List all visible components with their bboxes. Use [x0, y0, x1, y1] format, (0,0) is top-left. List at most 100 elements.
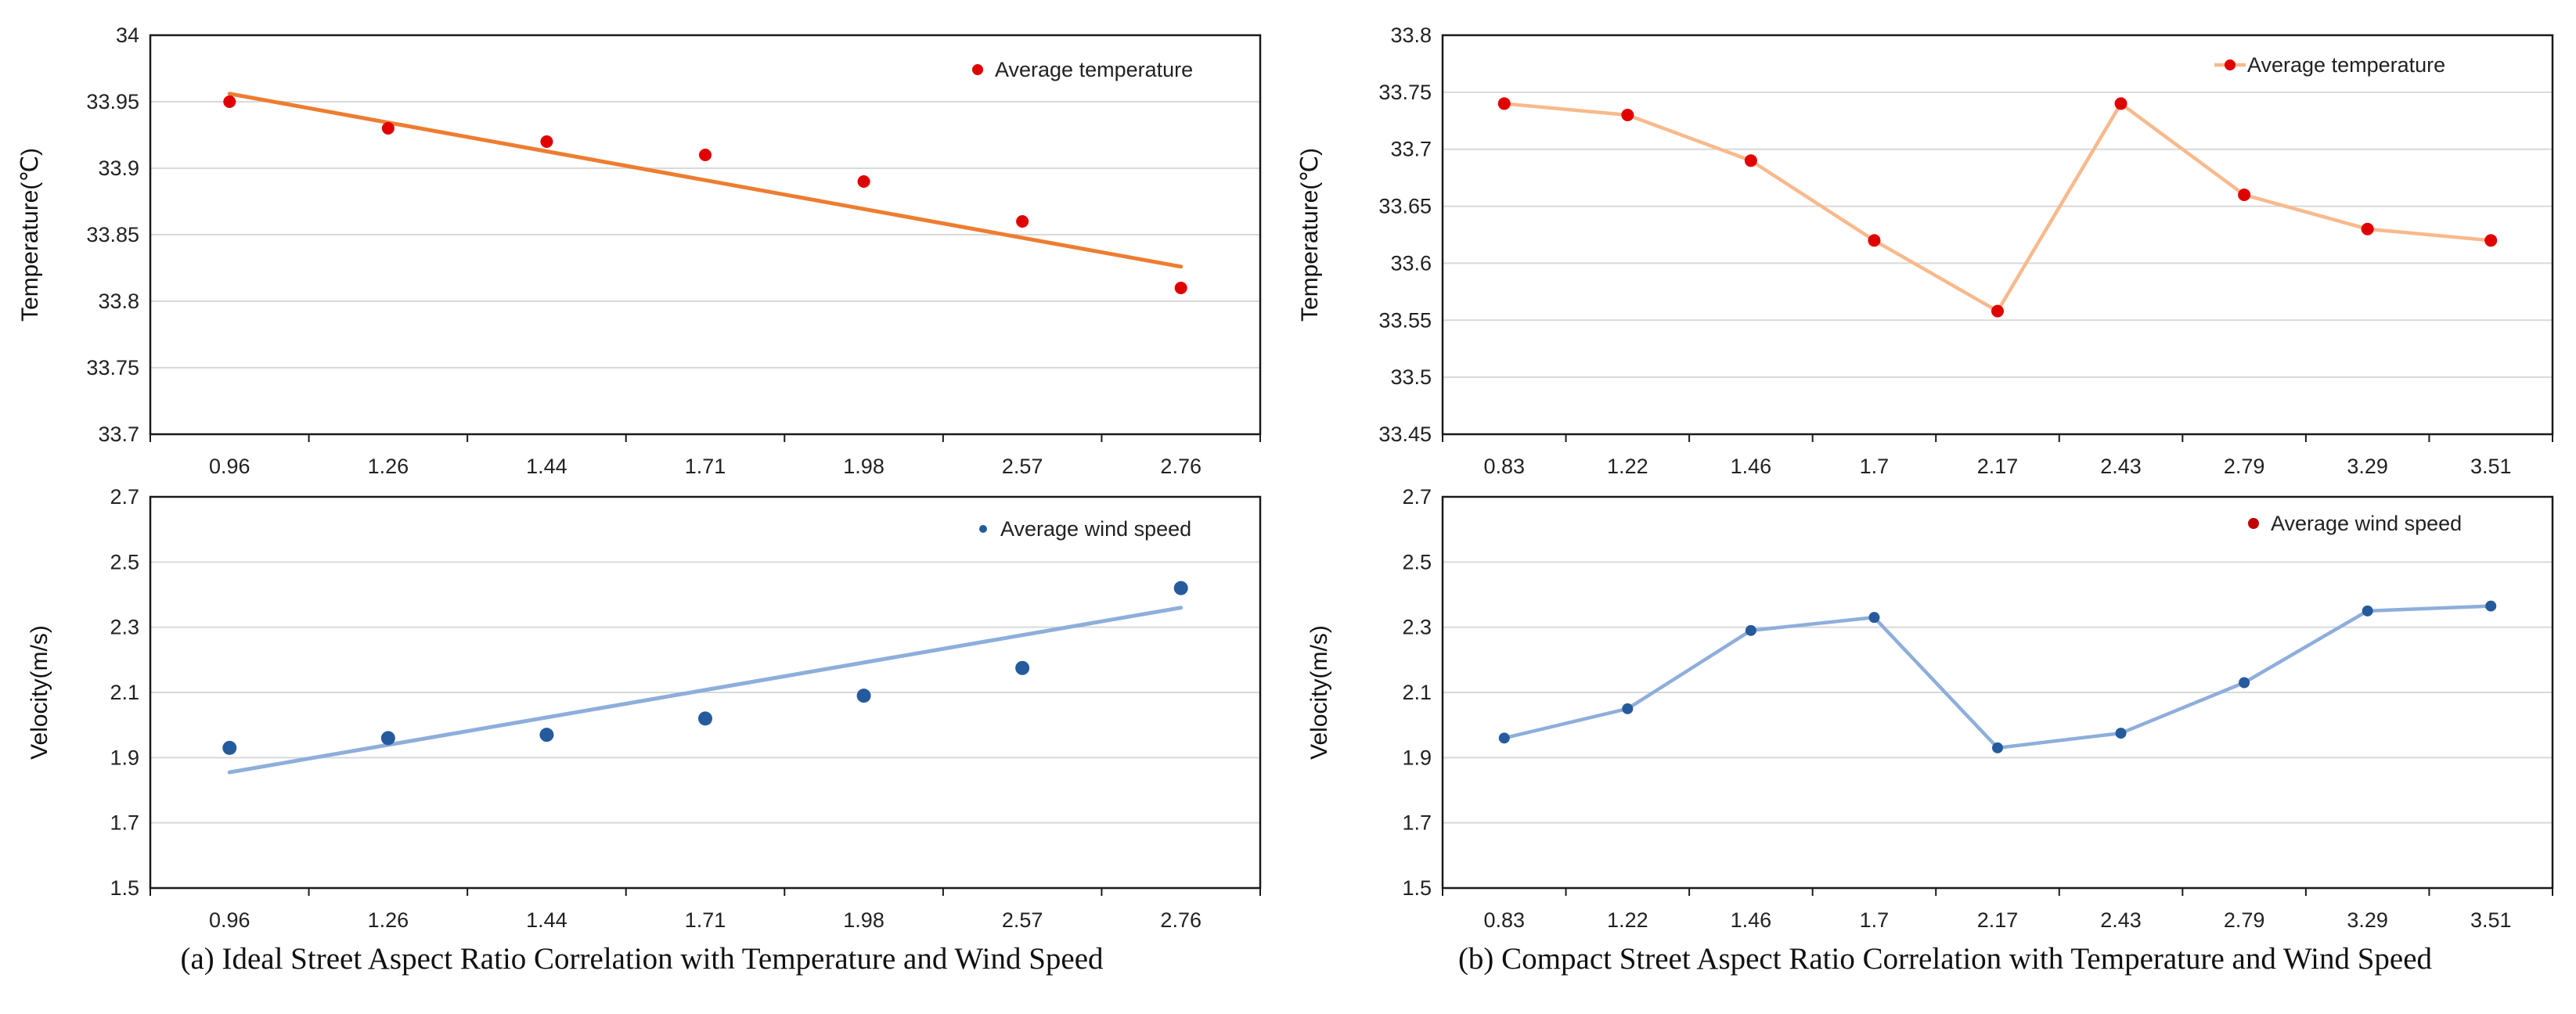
y-tick-label: 33.45 — [1378, 422, 1432, 446]
y-tick-label: 1.9 — [1402, 746, 1432, 769]
x-tick-label: 1.26 — [368, 455, 409, 478]
data-point — [1498, 732, 1510, 744]
x-tick-label: 3.29 — [2347, 455, 2388, 478]
y-tick-label: 1.7 — [110, 811, 139, 835]
caption-ideal: (a) Ideal Street Aspect Ratio Correlatio… — [180, 942, 1104, 976]
x-tick-label: 1.26 — [368, 908, 409, 932]
x-tick-label: 1.71 — [685, 908, 726, 932]
y-axis-title: Temperature(℃) — [17, 148, 43, 322]
data-point — [2115, 728, 2127, 739]
data-point — [699, 149, 712, 161]
x-tick-label: 3.51 — [2470, 908, 2512, 932]
data-point — [222, 740, 237, 755]
data-point — [2114, 97, 2127, 110]
y-tick-label: 1.7 — [1402, 811, 1432, 835]
y-tick-label: 33.8 — [98, 289, 139, 313]
data-point — [1991, 304, 2004, 318]
y-tick-label: 33.9 — [98, 156, 139, 180]
caption-compact: (b) Compact Street Aspect Ratio Correlat… — [1458, 942, 2433, 976]
data-point — [540, 135, 553, 148]
y-tick-label: 33.7 — [1390, 138, 1432, 161]
x-tick-label: 2.76 — [1160, 455, 1202, 478]
data-point — [539, 728, 554, 743]
y-tick-label: 34 — [116, 23, 139, 47]
data-point — [2238, 189, 2251, 201]
trendline — [227, 606, 1184, 775]
y-tick-label: 2.7 — [1402, 485, 1432, 509]
legend-label: Average wind speed — [1000, 517, 1191, 541]
y-tick-label: 33.5 — [1390, 365, 1432, 389]
chart-compact-wind-speed: 1.5 1.7 1.9 2.1 2.3 2.5 2.7 0.83 1.22 1.46 1.7 2.17… — [1306, 485, 2554, 932]
y-tick-label: 2.5 — [1402, 550, 1432, 574]
trendline — [227, 92, 1184, 269]
x-tick-label: 0.83 — [1483, 908, 1525, 932]
x-tick-label: 2.79 — [2224, 908, 2265, 932]
data-point — [856, 689, 871, 703]
y-tick-label: 1.5 — [110, 876, 139, 900]
chart-ideal-wind-speed: 1.5 1.7 1.9 2.1 2.3 2.5 2.7 0.96 1.26 1.44 1.71 1.9… — [27, 485, 1262, 932]
y-tick-label: 33.65 — [1378, 195, 1432, 218]
y-tick-label: 33.55 — [1378, 308, 1432, 332]
x-tick-label: 2.17 — [1977, 455, 2019, 478]
x-tick-label: 1.98 — [843, 908, 884, 932]
x-tick-label: 1.44 — [526, 455, 567, 478]
y-tick-label: 33.85 — [86, 223, 139, 246]
data-point — [1992, 742, 2003, 753]
y-tick-label: 33.75 — [86, 356, 139, 379]
legend-label: Average temperature — [2247, 53, 2445, 77]
x-tick-label: 0.96 — [209, 908, 250, 932]
x-tick-label: 2.43 — [2100, 455, 2142, 478]
x-tick-label: 1.44 — [526, 908, 567, 932]
y-tick-label: 1.5 — [1402, 876, 1432, 900]
y-tick-label: 1.9 — [110, 746, 139, 769]
plot-area-frame — [149, 34, 1262, 436]
data-point — [380, 731, 395, 746]
x-tick-label: 3.29 — [2347, 908, 2388, 932]
x-tick-label: 1.71 — [685, 455, 726, 478]
x-tick-label: 3.51 — [2470, 455, 2512, 478]
data-point — [1173, 581, 1188, 595]
legend-marker-icon — [972, 64, 983, 75]
x-tick-label: 1.46 — [1731, 908, 1772, 932]
x-tick-label: 1.46 — [1731, 455, 1772, 478]
y-tick-label: 2.7 — [110, 485, 139, 509]
y-tick-label: 33.8 — [1390, 23, 1432, 47]
data-point — [2239, 677, 2250, 689]
x-tick-label: 2.57 — [1002, 455, 1043, 478]
x-tick-label: 0.96 — [209, 455, 250, 478]
y-tick-label: 2.3 — [110, 616, 139, 639]
y-tick-label: 33.95 — [86, 90, 139, 113]
data-point — [698, 711, 712, 726]
x-tick-label: 2.17 — [1977, 908, 2019, 932]
y-tick-label: 2.5 — [110, 550, 139, 574]
data-point — [1868, 234, 1881, 247]
chart-compact-temperature: 33.45 33.5 33.55 33.6 33.65 33.7 33.75 33.8 0.83… — [1297, 23, 2554, 478]
x-tick-label: 2.57 — [1002, 908, 1043, 932]
data-point — [1015, 660, 1030, 675]
legend-label: Average wind speed — [2271, 512, 2462, 535]
y-tick-label: 2.3 — [1402, 616, 1432, 639]
y-axis-title: Velocity(m/s) — [1306, 625, 1332, 760]
legend-marker-icon — [979, 525, 987, 533]
x-tick-label: 2.76 — [1160, 908, 1202, 932]
data-point — [1622, 703, 1634, 714]
data-point — [1745, 624, 1756, 636]
y-tick-label: 2.1 — [110, 681, 139, 704]
data-point — [1016, 215, 1029, 228]
x-tick-label: 1.98 — [843, 455, 884, 478]
plot-area-frame — [149, 495, 1262, 890]
data-point — [1744, 154, 1757, 167]
x-tick-label: 1.22 — [1607, 455, 1648, 478]
plot-area-frame — [1441, 495, 2554, 890]
data-point — [2361, 222, 2374, 236]
y-axis-title: Velocity(m/s) — [27, 625, 52, 760]
chart-ideal-temperature: 33.7 33.75 33.8 33.85 33.9 33.95 34 0.96 1.26 1.4… — [17, 23, 1262, 478]
data-point — [2485, 600, 2497, 612]
legend-marker-icon — [2225, 59, 2236, 70]
legend-marker-icon — [2248, 518, 2259, 529]
data-point — [1621, 109, 1634, 121]
y-tick-label: 33.7 — [98, 422, 139, 446]
y-tick-label: 33.75 — [1378, 81, 1432, 104]
x-tick-label: 1.7 — [1860, 908, 1890, 932]
